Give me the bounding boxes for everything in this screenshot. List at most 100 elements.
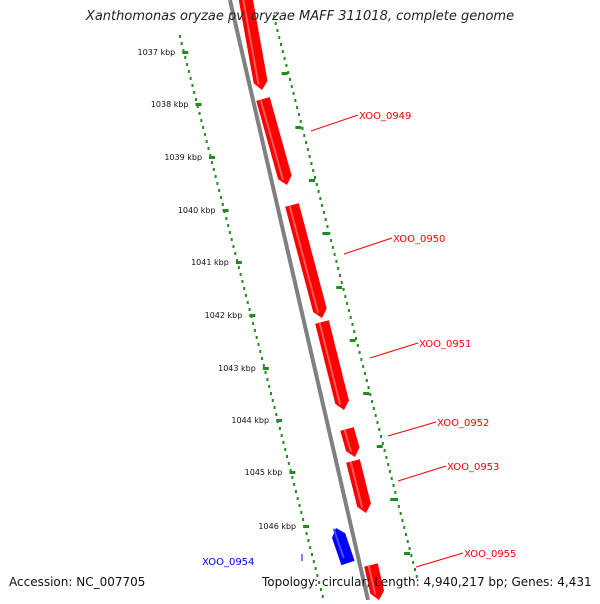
ruler-major-tick <box>235 261 242 264</box>
ruler-major-tick <box>195 103 202 106</box>
ruler-dot <box>281 50 284 53</box>
ruler-dot <box>314 567 317 570</box>
ruler-label: 1039 kbp <box>164 153 202 162</box>
ruler-dot <box>248 308 251 311</box>
genome-title: Xanthomonas oryzae pv. oryzae MAFF 31101… <box>85 9 515 24</box>
ruler-dot <box>284 448 287 451</box>
ruler-major-tick <box>209 156 216 159</box>
ruler-major-tick <box>281 72 288 75</box>
ruler-dot <box>372 407 375 410</box>
ruler-dot <box>287 462 290 465</box>
ruler-dot <box>178 35 181 38</box>
ruler-dot <box>280 434 283 437</box>
ruler-dot <box>214 175 217 178</box>
ruler-dot <box>340 281 343 284</box>
gene-highlight <box>242 0 260 85</box>
ruler-dot <box>319 588 322 591</box>
ruler-dot <box>403 526 406 529</box>
ruler-dot <box>313 176 316 179</box>
ruler-major-tick <box>349 339 356 342</box>
ruler-major-tick <box>222 209 229 212</box>
ruler-label: 1038 kbp <box>151 100 189 109</box>
ruler-dot <box>228 231 231 234</box>
ruler-dot <box>278 36 281 39</box>
ruler-dot <box>298 504 301 507</box>
ruler-dot <box>275 413 278 416</box>
ruler-dot <box>294 490 297 493</box>
ruler-dot <box>301 127 304 130</box>
ruler-dot <box>317 190 320 193</box>
ruler-major-tick <box>262 367 269 370</box>
ruler-dot <box>383 449 386 452</box>
ruler-dot <box>259 350 262 353</box>
gene-label-leader <box>369 342 419 359</box>
ruler-dot <box>319 197 322 200</box>
ruler-dot <box>227 224 230 227</box>
ruler-dot <box>410 554 413 557</box>
ruler-dot <box>266 378 269 381</box>
ruler-dot <box>236 259 239 262</box>
gene-arrow <box>346 459 371 513</box>
ruler-dot <box>401 519 404 522</box>
ruler-dot <box>381 442 384 445</box>
ruler-dot <box>300 511 303 514</box>
ruler-dot <box>344 295 347 298</box>
ruler-dot <box>203 133 206 136</box>
ruler-dot <box>412 561 415 564</box>
ruler-dot <box>237 266 240 269</box>
ruler-dot <box>385 456 388 459</box>
ruler-dot <box>362 365 365 368</box>
ruler-dot <box>378 428 381 431</box>
ruler-dot <box>351 323 354 326</box>
ruler-dot <box>353 330 356 333</box>
ruler-dot <box>294 99 297 102</box>
ruler-dot <box>290 85 293 88</box>
ruler-dot <box>198 112 201 115</box>
ruler-dot <box>239 273 242 276</box>
ruler-dot <box>285 64 288 67</box>
ruler-dot <box>337 267 340 270</box>
ruler-dot <box>413 568 416 571</box>
ruler-dot <box>394 491 397 494</box>
ruler-major-tick <box>289 471 296 474</box>
ruler-dot <box>308 155 311 158</box>
ruler-dot <box>225 217 228 220</box>
ruler-major-tick <box>336 286 343 289</box>
ruler-dot <box>321 204 324 207</box>
ruler-dot <box>390 477 393 480</box>
ruler-dot <box>305 532 308 535</box>
gene-label: XOO_0949 <box>359 111 411 122</box>
gene-label: XOO_0951 <box>419 339 471 350</box>
ruler-dot <box>280 43 283 46</box>
ruler-dot <box>272 15 275 18</box>
ruler-major-tick <box>249 314 256 317</box>
ruler-dot <box>365 379 368 382</box>
gene-label-leader <box>387 421 437 437</box>
ruler-group: 1037 kbp 1038 kbp 1039 kbp 1040 kbp 1041 kbp… <box>138 15 418 598</box>
ruler-dot <box>397 505 400 508</box>
ruler-dot <box>273 406 276 409</box>
ruler-major-tick <box>308 179 315 182</box>
ruler-label: 1042 kbp <box>205 311 243 320</box>
ruler-dot <box>309 546 312 549</box>
ruler-dot <box>244 294 247 297</box>
gene-highlight <box>367 565 377 595</box>
gene-highlight <box>259 99 284 181</box>
ruler-dot <box>255 336 258 339</box>
ruler-major-tick <box>390 498 397 501</box>
ruler-dot <box>243 287 246 290</box>
ruler-dot <box>380 435 383 438</box>
ruler-dot <box>347 309 350 312</box>
ruler-dot <box>358 351 361 354</box>
ruler-dot <box>374 414 377 417</box>
ruler-dot <box>293 483 296 486</box>
ruler-dot <box>252 322 255 325</box>
ruler-dot <box>322 211 325 214</box>
ruler-dot <box>218 189 221 192</box>
ruler-dot <box>338 274 341 277</box>
ruler-dot <box>234 252 237 255</box>
ruler-label: 1041 kbp <box>191 258 229 267</box>
gene-highlight <box>318 322 342 406</box>
